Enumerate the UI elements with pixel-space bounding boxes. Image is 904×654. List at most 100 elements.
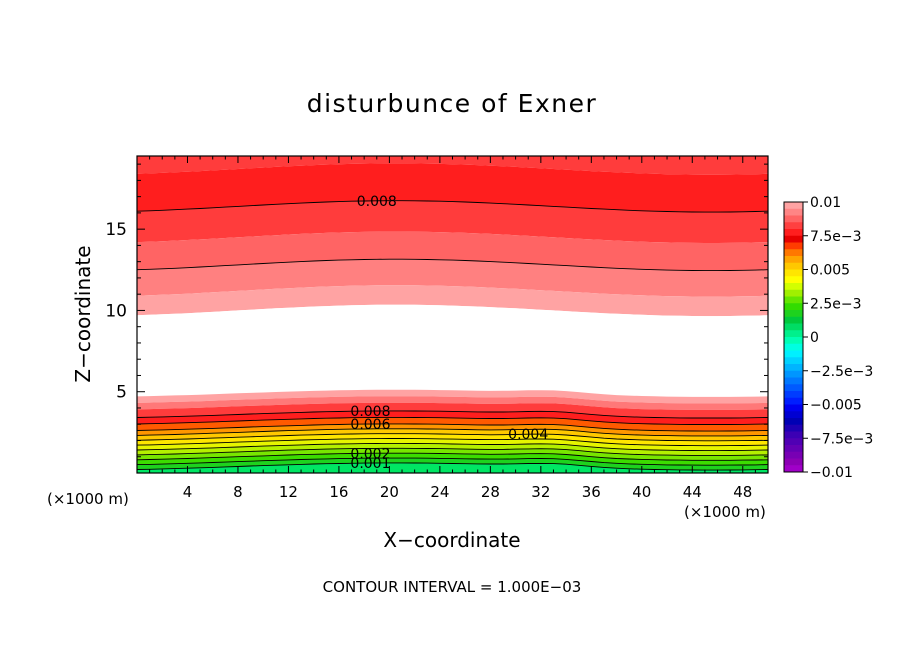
colorbar-swatch-15 [784,303,803,311]
colorbar-swatch-18 [784,323,803,331]
contour-band-13 [137,428,768,441]
contour-label-6: 0.004 [508,427,548,443]
y-axis-ticks: 5 10 15 [105,163,768,458]
x-tick-label-6: 28 [481,483,500,501]
colorbar-swatch-27 [784,384,803,392]
y-tick-label-2: 15 [105,220,127,240]
contour-line-11 [137,457,768,466]
colorbar-swatch-33 [784,424,803,432]
colorbar-swatch-39 [784,465,803,473]
colorbar-tick-label-5: −2.5e−3 [810,364,873,380]
colorbar-swatch-1 [784,208,803,216]
x-tick-label-3: 16 [329,483,348,501]
contour-band-8 [137,396,768,410]
x-tick-label-5: 24 [430,483,449,501]
colorbar-swatch-29 [784,397,803,405]
x-tick-label-11: 48 [733,483,752,501]
contour-band-3 [137,231,768,271]
colorbar-swatch-3 [784,222,803,230]
contour-line-7 [137,438,768,447]
y-axis-title: Z−coordinate [71,245,95,382]
colorbar-swatch-6 [784,242,803,250]
colorbar-swatch-21 [784,343,803,351]
x-tick-label-1: 8 [233,483,243,501]
colorbar-tick-label-6: −0.005 [810,398,862,414]
colorbar-swatch-0 [784,202,803,210]
colorbar-swatch-12 [784,283,803,291]
colorbar-swatch-25 [784,370,803,378]
contour-label-4: 0.006 [350,417,390,433]
x-axis-ticks: 4 8 12 16 20 24 28 32 36 40 44 48 [136,156,769,501]
contour-band-17 [137,448,768,461]
contour-line-5 [137,428,768,437]
contour-label-0: 0.008 [357,194,397,210]
colorbar-swatch-32 [784,418,803,426]
colorbar-tick-label-1: 7.5e−3 [810,229,862,245]
colorbar-tick-label-3: 2.5e−3 [810,296,862,312]
colorbar-swatch-2 [784,215,803,223]
contour-band-18 [137,453,768,466]
contour-label-12: 0.001 [350,456,390,472]
colorbar-swatch-28 [784,391,803,399]
colorbar-swatch-23 [784,357,803,365]
y-tick-label-0: 5 [116,383,127,403]
contour-line-9 [137,447,768,456]
contour-band-12 [137,423,768,436]
colorbar-swatch-37 [784,451,803,459]
colorbar-swatch-7 [784,249,803,257]
chart-title: disturbunce of Exner [307,89,598,118]
colorbar-tick-label-8: −0.01 [810,465,853,481]
contour-band-16 [137,443,768,456]
colorbar-swatch-30 [784,404,803,412]
contour-band-6 [137,304,768,397]
contour-band-15 [137,438,768,451]
contour-band-4 [137,259,768,297]
contour-band-0 [137,156,768,175]
contour-band-1 [137,163,768,213]
colorbar-swatch-17 [784,316,803,324]
colorbar-swatch-5 [784,235,803,243]
contour-label-10: 0.002 [350,446,390,462]
y-tick-label-1: 10 [105,301,127,321]
colorbar-swatch-20 [784,337,803,345]
colorbar-swatch-19 [784,330,803,338]
colorbar-swatch-26 [784,377,803,385]
colorbar-tick-label-4: 0 [810,330,819,346]
colorbar-swatch-4 [784,229,803,237]
colorbar [784,202,803,473]
colorbar-swatch-38 [784,458,803,466]
contour-lines [137,200,768,471]
colorbar-swatch-9 [784,262,803,270]
colorbar-swatch-22 [784,350,803,358]
x-axis-title: X−coordinate [383,528,520,552]
colorbar-swatch-36 [784,445,803,453]
colorbar-swatch-31 [784,411,803,419]
colorbar-swatch-35 [784,438,803,446]
x-tick-label-4: 20 [380,483,399,501]
contour-interval-note: CONTOUR INTERVAL = 1.000E−03 [323,578,582,596]
colorbar-tick-label-0: 0.01 [810,195,841,211]
x-tick-label-9: 40 [632,483,651,501]
contour-band-9 [137,402,768,418]
contour-line-4 [137,423,768,432]
contour-band-14 [137,433,768,446]
colorbar-swatch-10 [784,269,803,277]
colorbar-tick-label-2: 0.005 [810,263,850,279]
contour-line-0 [137,200,768,213]
colorbar-tick-label-7: −7.5e−3 [810,431,873,447]
x-unit-label-right: (×1000 m) [684,503,766,521]
colorbar-swatch-24 [784,364,803,372]
contour-line-2 [137,410,768,419]
contour-line-8 [137,442,768,452]
contour-line-1 [137,258,768,272]
contour-label-2: 0.008 [350,404,390,420]
colorbar-ticks: 0.01 7.5e−3 0.005 2.5e−3 0 −2.5e−3 −0.005 −7.5e… [803,195,873,481]
x-tick-label-2: 12 [279,483,298,501]
contour-band-7 [137,389,768,404]
contour-line-6 [137,433,768,442]
x-tick-label-7: 32 [531,483,550,501]
colorbar-swatch-8 [784,256,803,264]
contour-line-3 [137,416,768,425]
